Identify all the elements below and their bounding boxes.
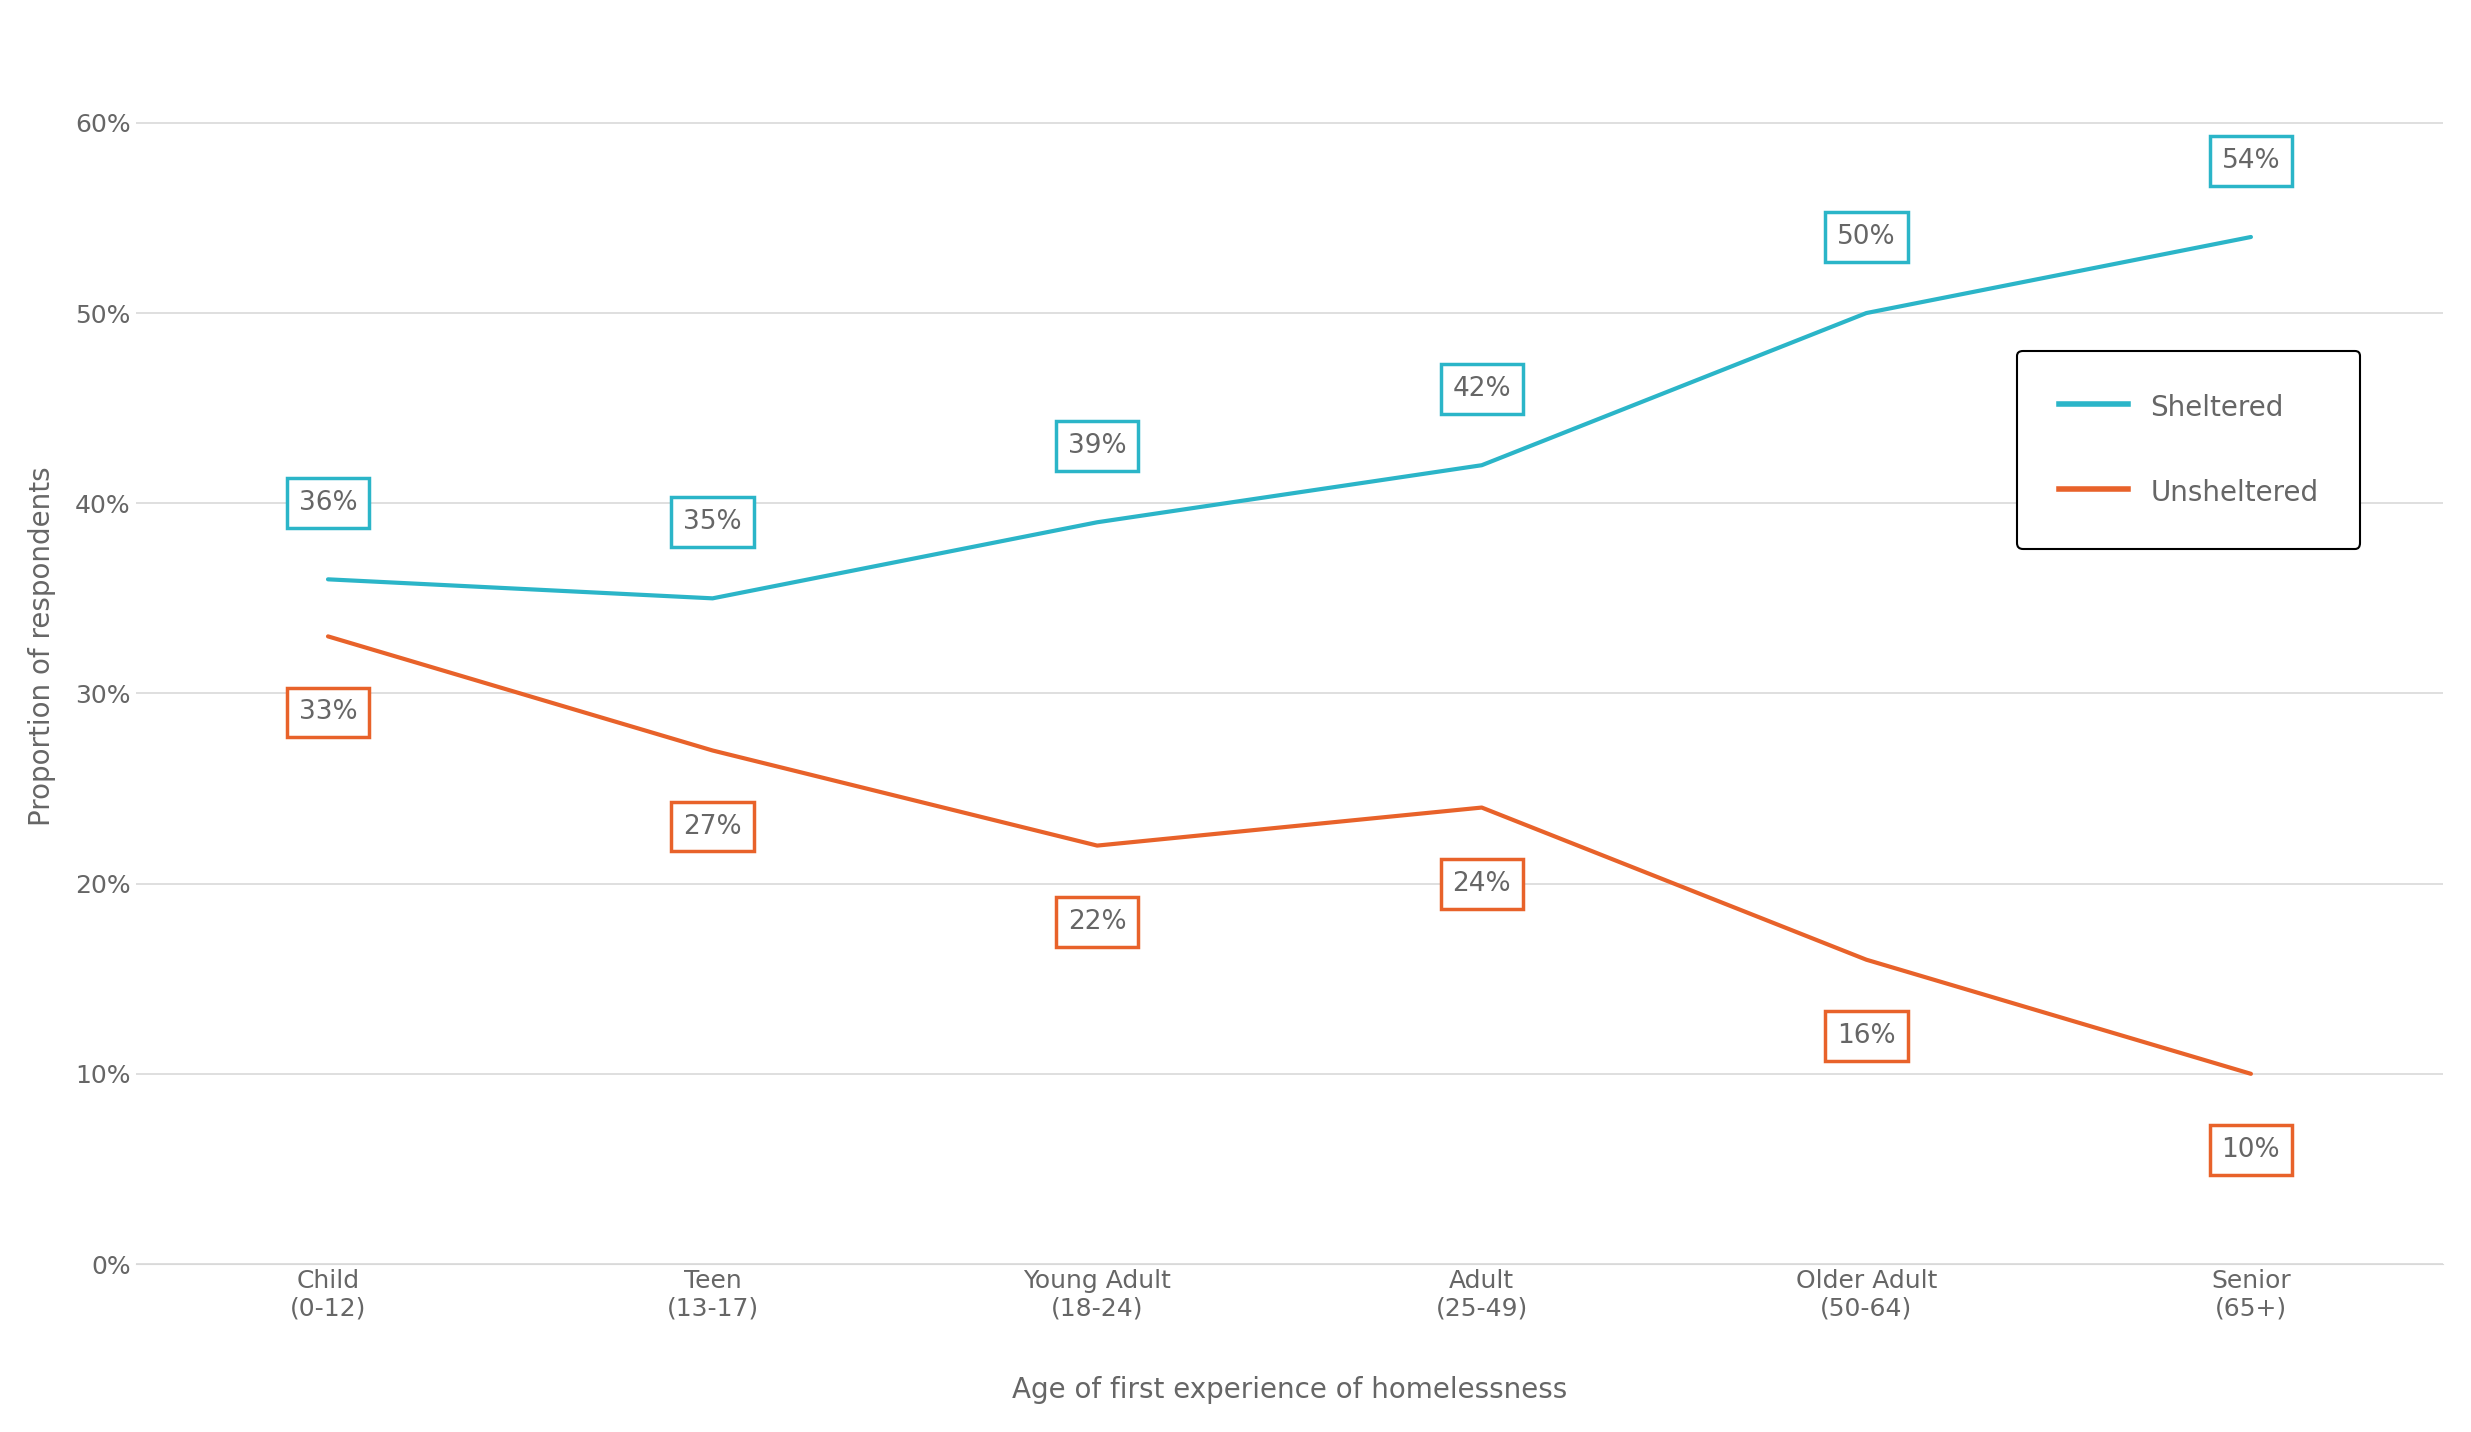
- Text: 39%: 39%: [1067, 434, 1127, 460]
- Text: 16%: 16%: [1836, 1022, 1895, 1048]
- Text: 22%: 22%: [1067, 909, 1127, 935]
- Text: 27%: 27%: [684, 813, 741, 839]
- Text: 10%: 10%: [2221, 1137, 2281, 1163]
- Text: 36%: 36%: [299, 490, 358, 517]
- Text: 33%: 33%: [299, 699, 358, 726]
- Text: 42%: 42%: [1453, 377, 1512, 402]
- Text: 54%: 54%: [2221, 147, 2281, 173]
- Text: 24%: 24%: [1453, 871, 1512, 896]
- Text: 35%: 35%: [684, 510, 741, 536]
- Text: 50%: 50%: [1836, 223, 1895, 251]
- Y-axis label: Proportion of respondents: Proportion of respondents: [27, 465, 57, 826]
- X-axis label: Age of first experience of homelessness: Age of first experience of homelessness: [1011, 1376, 1567, 1405]
- Legend: Sheltered, Unsheltered: Sheltered, Unsheltered: [2016, 351, 2360, 548]
